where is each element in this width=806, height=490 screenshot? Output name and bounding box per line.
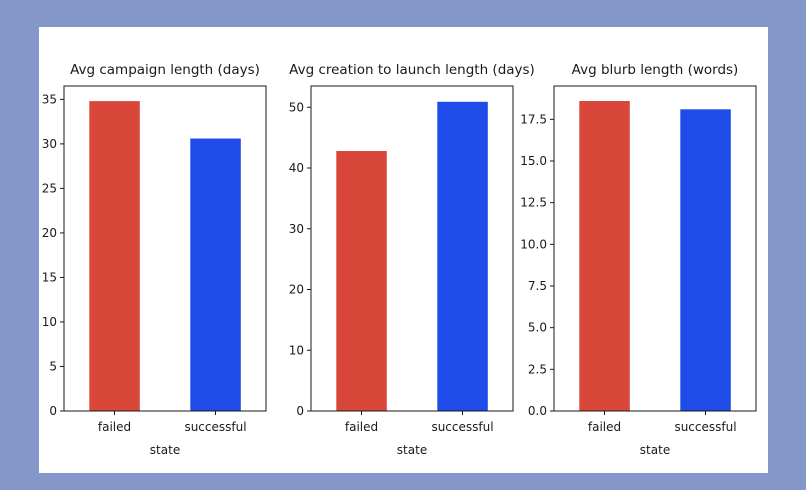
y-tick-label: 20 — [42, 226, 57, 240]
y-tick-label: 0.0 — [528, 404, 547, 418]
bar-successful — [437, 101, 488, 412]
y-tick-label: 10.0 — [520, 237, 547, 251]
y-tick-label: 0 — [49, 404, 57, 418]
y-tick-label: 30 — [42, 137, 57, 151]
y-tick-label: 0 — [296, 404, 304, 418]
figure-frame: failed successful 0 5 10 15 20 25 30 35 Avg campai… — [39, 27, 768, 473]
y-tick-label: 30 — [289, 222, 304, 236]
y-tick-label: 35 — [42, 92, 57, 106]
y-tick-label: 2.5 — [528, 362, 547, 376]
y-tick-label: 50 — [289, 100, 304, 114]
y-tick-label: 20 — [289, 283, 304, 297]
y-tick-label: 7.5 — [528, 279, 547, 293]
y-tick-label: 15.0 — [520, 154, 547, 168]
x-axis-label: state — [397, 443, 427, 457]
x-tick-label: failed — [588, 420, 621, 434]
x-tick-label: successful — [674, 420, 736, 434]
axes-frame — [553, 85, 757, 412]
y-tick-label: 10 — [42, 315, 57, 329]
y-tick-label: 10 — [289, 343, 304, 357]
chart-title: Avg blurb length (words) — [572, 62, 739, 78]
x-tick-label: failed — [98, 420, 131, 434]
charts-figure: failed successful 0 5 10 15 20 25 30 35 Avg campai… — [42, 62, 757, 457]
y-tick-label: 25 — [42, 181, 57, 195]
chart-panel-3: failed successful 0.0 2.5 5.0 7.5 10.0 12.5 15.0… — [520, 62, 757, 457]
y-tick-label: 5 — [49, 359, 57, 373]
chart-title: Avg campaign length (days) — [70, 62, 260, 78]
bar-failed — [336, 151, 387, 411]
x-tick-label: failed — [345, 420, 378, 434]
x-axis-label: state — [640, 443, 670, 457]
chart-panel-1: failed successful 0 5 10 15 20 25 30 35 Avg campai… — [42, 62, 267, 457]
y-tick-label: 40 — [289, 161, 304, 175]
x-tick-label: successful — [431, 420, 493, 434]
axes-frame — [63, 85, 267, 412]
chart-panel-2: failed successful 0 10 20 30 40 50 Avg creation … — [289, 62, 535, 457]
x-tick-label: successful — [184, 420, 246, 434]
chart-title: Avg creation to launch length (days) — [289, 62, 535, 78]
y-tick-label: 12.5 — [520, 196, 547, 210]
bar-successful — [190, 138, 241, 411]
y-tick-label: 15 — [42, 270, 57, 284]
bar-failed — [579, 101, 630, 411]
axes-frame — [310, 85, 514, 412]
bar-failed — [89, 101, 140, 411]
x-axis-label: state — [150, 443, 180, 457]
y-tick-label: 5.0 — [528, 321, 547, 335]
bar-successful — [680, 109, 731, 412]
y-tick-label: 17.5 — [520, 112, 547, 126]
